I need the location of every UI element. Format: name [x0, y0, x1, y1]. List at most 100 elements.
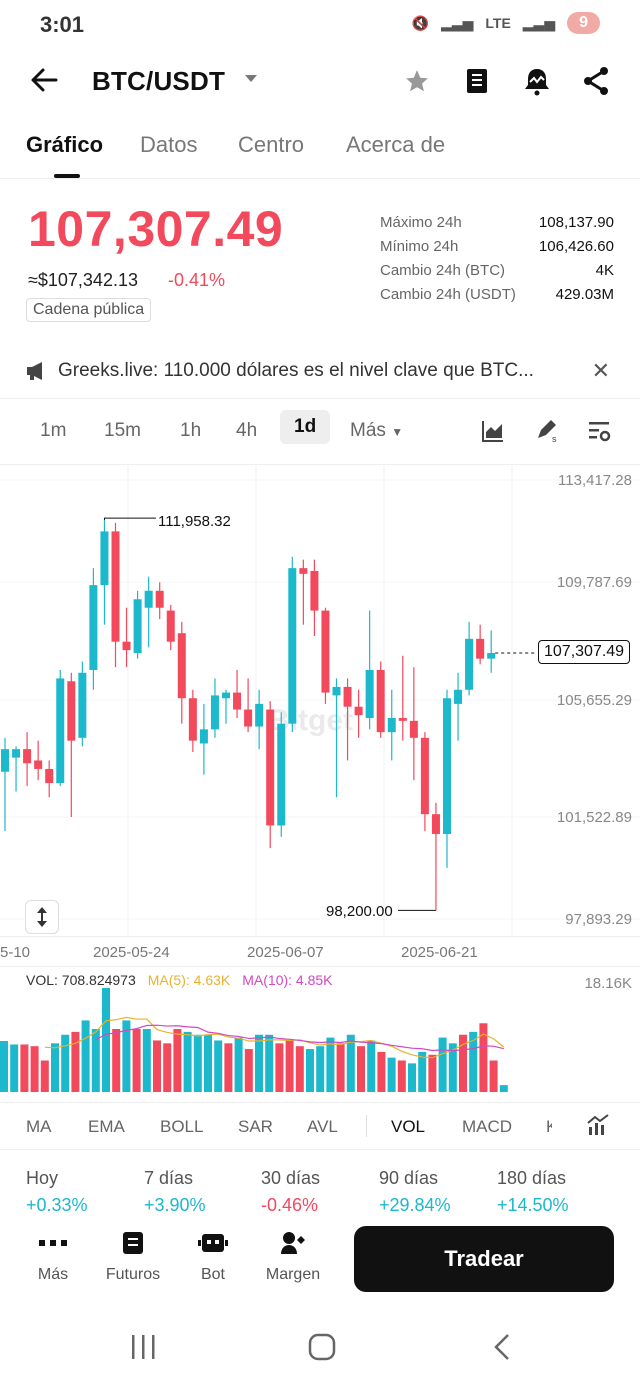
- pair-dropdown-icon[interactable]: [244, 74, 258, 84]
- volume-bar: [459, 1034, 467, 1092]
- drawing-tools-icon[interactable]: s: [534, 418, 560, 444]
- indicator-sar[interactable]: SAR: [238, 1117, 273, 1136]
- volume-chart[interactable]: [0, 984, 640, 1094]
- news-text: Greeks.live: 110.000 dólares es el nivel…: [58, 360, 534, 381]
- perf-value: -0.46%: [261, 1195, 319, 1215]
- home-icon[interactable]: [307, 1332, 337, 1362]
- bottom-action-bar: Más Futuros Bot Margen: [0, 1228, 640, 1298]
- share-icon[interactable]: [582, 66, 610, 96]
- volume-bar: [224, 1043, 233, 1092]
- star-icon[interactable]: [404, 68, 430, 94]
- candle-body: [244, 709, 253, 727]
- battery-badge: 9: [567, 12, 600, 34]
- volume-bar: [30, 1046, 39, 1092]
- candle-body: [67, 681, 76, 741]
- trade-button[interactable]: Tradear: [354, 1226, 614, 1292]
- indicator-settings-icon[interactable]: [586, 1113, 610, 1137]
- stats-24h: Máximo 24h 108,137.90 Mínimo 24h 106,426.6…: [380, 214, 614, 310]
- volume-bar: [448, 1043, 457, 1092]
- indicator-macd[interactable]: MACD: [462, 1117, 513, 1136]
- volume-bar: [102, 988, 110, 1092]
- recent-apps-icon[interactable]: [130, 1334, 158, 1360]
- back-icon[interactable]: [490, 1332, 514, 1362]
- candle-body: [1, 749, 9, 772]
- candle-body: [443, 698, 451, 834]
- back-arrow-icon[interactable]: [30, 66, 58, 94]
- nav-label: Más: [37, 1266, 69, 1283]
- y-axis-label: 105,655.29: [556, 692, 632, 709]
- volume-bar: [214, 1040, 223, 1092]
- candlestick-chart[interactable]: Bitget: [0, 466, 640, 936]
- nav-bot[interactable]: Bot: [178, 1228, 248, 1284]
- volume-bar: [173, 1029, 182, 1092]
- timeframe-15m[interactable]: 15m: [104, 420, 141, 441]
- volume-bar: [51, 1043, 59, 1092]
- candle-body: [188, 698, 197, 741]
- chevron-down-icon: ▼: [391, 425, 404, 439]
- volume-bar: [397, 1060, 406, 1092]
- indicator-boll[interactable]: BOLL: [160, 1117, 204, 1136]
- signal-icon: ▂▃▅: [441, 14, 474, 31]
- chart-type-icon[interactable]: [480, 418, 506, 444]
- pair-title[interactable]: BTC/USDT: [92, 66, 226, 96]
- perf-30d: 30 días -0.46%: [261, 1168, 320, 1216]
- tab-about[interactable]: Acerca de: [346, 132, 446, 157]
- candle-body: [288, 568, 297, 724]
- vertical-scale-button[interactable]: [25, 900, 59, 934]
- x-axis-label: 2025-05-24: [93, 944, 170, 961]
- stat-label: Cambio 24h (USDT): [380, 286, 516, 303]
- x-axis-label: 2025-06-07: [247, 944, 324, 961]
- nav-more[interactable]: Más: [18, 1228, 88, 1284]
- timeframe-4h[interactable]: 4h: [236, 420, 258, 441]
- candle-body: [321, 610, 330, 693]
- tab-chart[interactable]: Gráfico: [26, 132, 104, 157]
- tab-center[interactable]: Centro: [238, 132, 305, 157]
- nav-futures[interactable]: Futuros: [98, 1228, 168, 1284]
- indicator-vol[interactable]: VOL: [391, 1117, 426, 1136]
- indicator-ema[interactable]: EMA: [88, 1117, 125, 1136]
- indicator-bar: MA EMA BOLL SAR AVL VOL MACD K: [0, 1102, 640, 1150]
- timeframe-bar: 1m 15m 1h 4h 1d Más ▼ s: [0, 410, 640, 454]
- candles-group: [1, 517, 536, 911]
- indicator-ma[interactable]: MA: [26, 1117, 52, 1136]
- chart-settings-icon[interactable]: [586, 418, 612, 444]
- stat-row: Máximo 24h 108,137.90: [380, 214, 614, 238]
- bot-icon: [198, 1234, 228, 1252]
- volume-bar: [316, 1046, 325, 1092]
- y-axis-label: 97,893.29: [565, 911, 632, 928]
- timeframe-1d[interactable]: 1d: [280, 410, 331, 444]
- candle-body: [398, 718, 407, 721]
- divider: [0, 966, 640, 967]
- indicator-avl[interactable]: AVL: [307, 1117, 338, 1136]
- timeframe-1m[interactable]: 1m: [40, 420, 67, 441]
- price-change: -0.41%: [168, 270, 226, 290]
- volume-bar: [499, 1085, 508, 1092]
- volume-ma5-line: [44, 1016, 505, 1059]
- megaphone-icon: [27, 362, 42, 380]
- tab-data[interactable]: Datos: [140, 132, 198, 157]
- chain-tag[interactable]: Cadena pública: [26, 298, 152, 322]
- candle-body: [89, 585, 98, 670]
- candle-body: [365, 669, 374, 719]
- nav-margin[interactable]: Margen: [258, 1228, 328, 1284]
- timeframe-more[interactable]: Más ▼: [350, 420, 403, 442]
- futures-icon: [123, 1232, 143, 1254]
- indicator-kdj[interactable]: K: [546, 1117, 552, 1136]
- timeframe-1h[interactable]: 1h: [180, 420, 202, 441]
- candle-body: [255, 703, 264, 727]
- news-ticker[interactable]: Greeks.live: 110.000 dólares es el nivel…: [26, 356, 616, 386]
- y-axis-label: 113,417.28: [558, 472, 632, 489]
- stat-label: Cambio 24h (BTC): [380, 262, 506, 279]
- candle-body: [277, 723, 286, 826]
- perf-value: +29.84%: [379, 1195, 451, 1215]
- volume-bars-group: [0, 988, 508, 1092]
- candle-body: [56, 678, 65, 784]
- notebook-icon[interactable]: [464, 67, 490, 95]
- candle-body: [144, 590, 153, 608]
- volume-bar: [408, 1063, 416, 1092]
- price-alert-bell-icon[interactable]: [522, 66, 552, 96]
- stat-value: 106,426.60: [538, 238, 614, 255]
- close-icon[interactable]: ✕: [591, 358, 610, 383]
- candle-body: [420, 737, 429, 815]
- volume-bar: [479, 1023, 488, 1092]
